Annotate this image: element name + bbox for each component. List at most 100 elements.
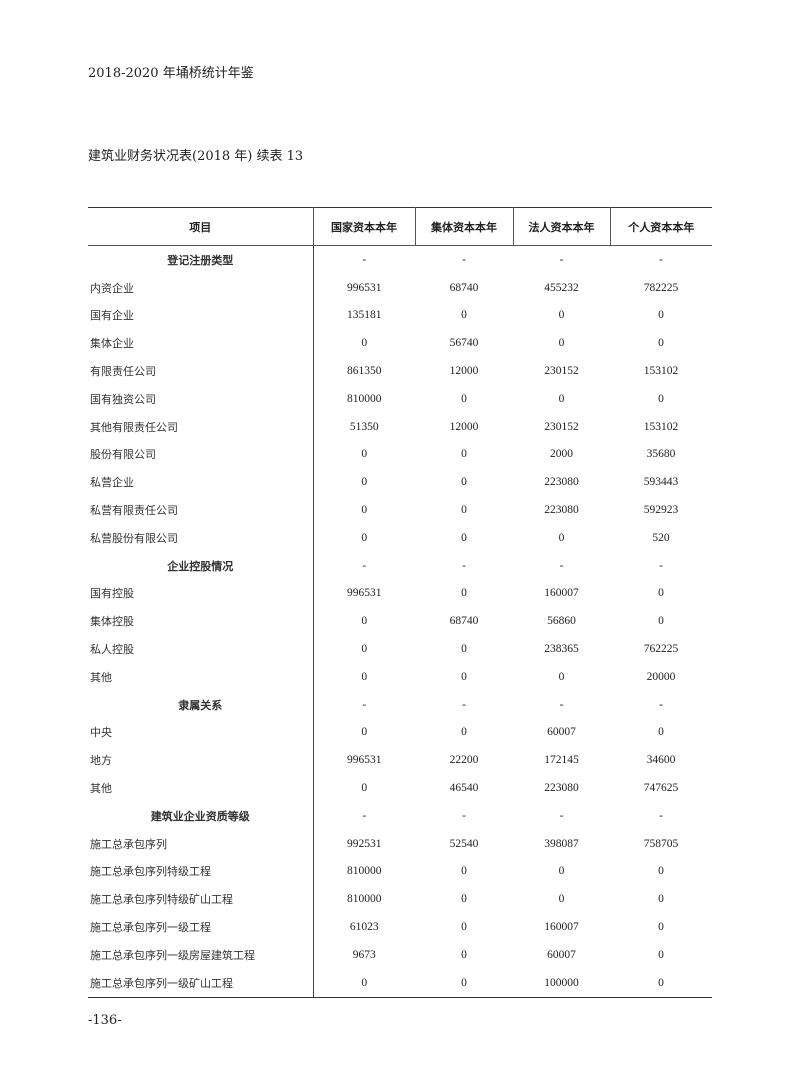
table-row: 国有企业 135181 0 0 0 (88, 301, 712, 330)
cell-value: 61023 (349, 921, 379, 934)
cell-value: 100000 (544, 976, 579, 989)
section-row: 登记注册类型 - - - - (88, 245, 712, 274)
cell-value: 0 (558, 337, 565, 350)
row-label: 国有控股 (88, 579, 314, 608)
cell-value: 35680 (646, 448, 676, 461)
cell-value: 592923 (643, 504, 679, 517)
cell-value: 0 (658, 893, 664, 906)
row-label: 私营股份有限公司 (88, 523, 314, 552)
cell-value: 0 (461, 921, 467, 934)
cell-value: - (559, 253, 564, 266)
row-label: 施工总承包序列一级工程 (88, 913, 314, 941)
cell-value: 758705 (643, 837, 679, 850)
cell-value: 2000 (550, 448, 573, 461)
cell-value: 153102 (643, 365, 679, 378)
table-row: 其他 0 0 0 20000 (88, 662, 712, 691)
cell-value: 0 (658, 587, 664, 600)
table-row: 私人控股 0 0 238365 762225 (88, 635, 712, 663)
cell-value: 0 (361, 504, 368, 517)
row-label: 施工总承包序列 (88, 829, 314, 858)
table-row: 内资企业 996531 68740 455232 782225 (88, 273, 712, 302)
table-row: 中央 0 0 60007 0 (88, 718, 712, 747)
row-label: 施工总承包序列特级矿山工程 (88, 885, 314, 914)
cell-value: 230152 (544, 365, 579, 378)
table-row: 股份有限公司 0 0 2000 35680 (88, 440, 712, 469)
cell-value: 0 (461, 948, 467, 961)
row-label: 隶属关系 (88, 690, 314, 719)
cell-value: - (659, 559, 663, 572)
cell-value: 60007 (547, 948, 576, 961)
cell-value: 153102 (643, 420, 679, 433)
cell-value: - (659, 809, 663, 822)
row-label: 有限责任公司 (88, 357, 314, 385)
data-table: 项目 国家资本本年 集体资本本年 法人资本本年 个人资本本年 登记注册类型 - - -… (88, 207, 712, 998)
table-row: 私营企业 0 0 223080 593443 (88, 468, 712, 497)
cell-value: 0 (361, 726, 368, 739)
row-label: 施工总承包序列一级房屋建筑工程 (88, 940, 314, 969)
cell-value: 0 (558, 670, 565, 683)
column-header: 法人资本本年 (512, 207, 610, 246)
cell-value: 861350 (347, 365, 382, 378)
table-row: 其他有限责任公司 51350 12000 230152 153102 (88, 412, 712, 441)
cell-value: 747625 (643, 782, 679, 795)
row-label: 国有独资公司 (88, 384, 314, 413)
cell-value: - (462, 253, 466, 266)
cell-value: 0 (361, 337, 368, 350)
cell-value: 0 (361, 448, 368, 461)
column-header: 集体资本本年 (414, 207, 513, 246)
cell-value: 455232 (544, 281, 579, 294)
table-row: 施工总承包序列一级矿山工程 0 0 100000 0 (88, 968, 712, 998)
table-row: 施工总承包序列一级工程 61023 0 160007 0 (88, 913, 712, 941)
cell-value: 762225 (643, 643, 679, 656)
row-label: 集体控股 (88, 607, 314, 636)
cell-value: 0 (461, 448, 467, 461)
cell-value: 160007 (544, 921, 579, 934)
cell-value: 68740 (449, 615, 479, 628)
cell-value: 0 (361, 643, 368, 656)
row-label: 私营企业 (88, 468, 314, 497)
cell-value: 992531 (347, 837, 382, 850)
cell-value: 0 (658, 615, 664, 628)
cell-value: 0 (461, 392, 467, 405)
cell-value: 0 (461, 670, 467, 683)
cell-value: 0 (461, 976, 467, 989)
cell-value: 0 (461, 531, 467, 544)
cell-value: 0 (558, 531, 565, 544)
cell-value: 0 (558, 893, 565, 906)
row-label: 施工总承包序列特级工程 (88, 857, 314, 886)
cell-value: 12000 (449, 420, 479, 433)
cell-value: 51350 (349, 420, 379, 433)
cell-value: - (362, 698, 367, 711)
row-label: 内资企业 (88, 273, 314, 302)
cell-value: 56860 (547, 615, 576, 628)
cell-value: 996531 (347, 281, 382, 294)
table-title: 建筑业财务状况表(2018 年) 续表 13 (88, 149, 304, 164)
cell-value: 398087 (544, 837, 579, 850)
table-row: 国有独资公司 810000 0 0 0 (88, 384, 712, 413)
cell-value: - (362, 559, 367, 572)
cell-value: 0 (658, 392, 664, 405)
section-row: 建筑业企业资质等级 - - - - (88, 801, 712, 830)
cell-value: - (659, 698, 663, 711)
cell-value: - (462, 809, 466, 822)
row-label: 其他 (88, 774, 314, 802)
row-label: 登记注册类型 (88, 245, 314, 274)
cell-value: 996531 (347, 587, 382, 600)
cell-value: 520 (652, 531, 670, 544)
cell-value: 0 (658, 865, 664, 878)
cell-value: 0 (658, 921, 664, 934)
cell-value: 0 (461, 726, 467, 739)
cell-value: 0 (461, 309, 467, 322)
cell-value: 593443 (643, 476, 679, 489)
cell-value: 0 (361, 531, 368, 544)
column-header: 个人资本本年 (609, 207, 712, 246)
cell-value: - (362, 809, 367, 822)
cell-value: - (462, 698, 466, 711)
cell-value: 20000 (646, 670, 676, 683)
cell-value: 0 (461, 504, 467, 517)
table-row: 集体企业 0 56740 0 0 (88, 329, 712, 358)
cell-value: 0 (558, 865, 565, 878)
running-head: 2018-2020 年埇桥统计年鉴 (88, 66, 254, 81)
row-label: 国有企业 (88, 301, 314, 330)
cell-value: 810000 (347, 392, 382, 405)
